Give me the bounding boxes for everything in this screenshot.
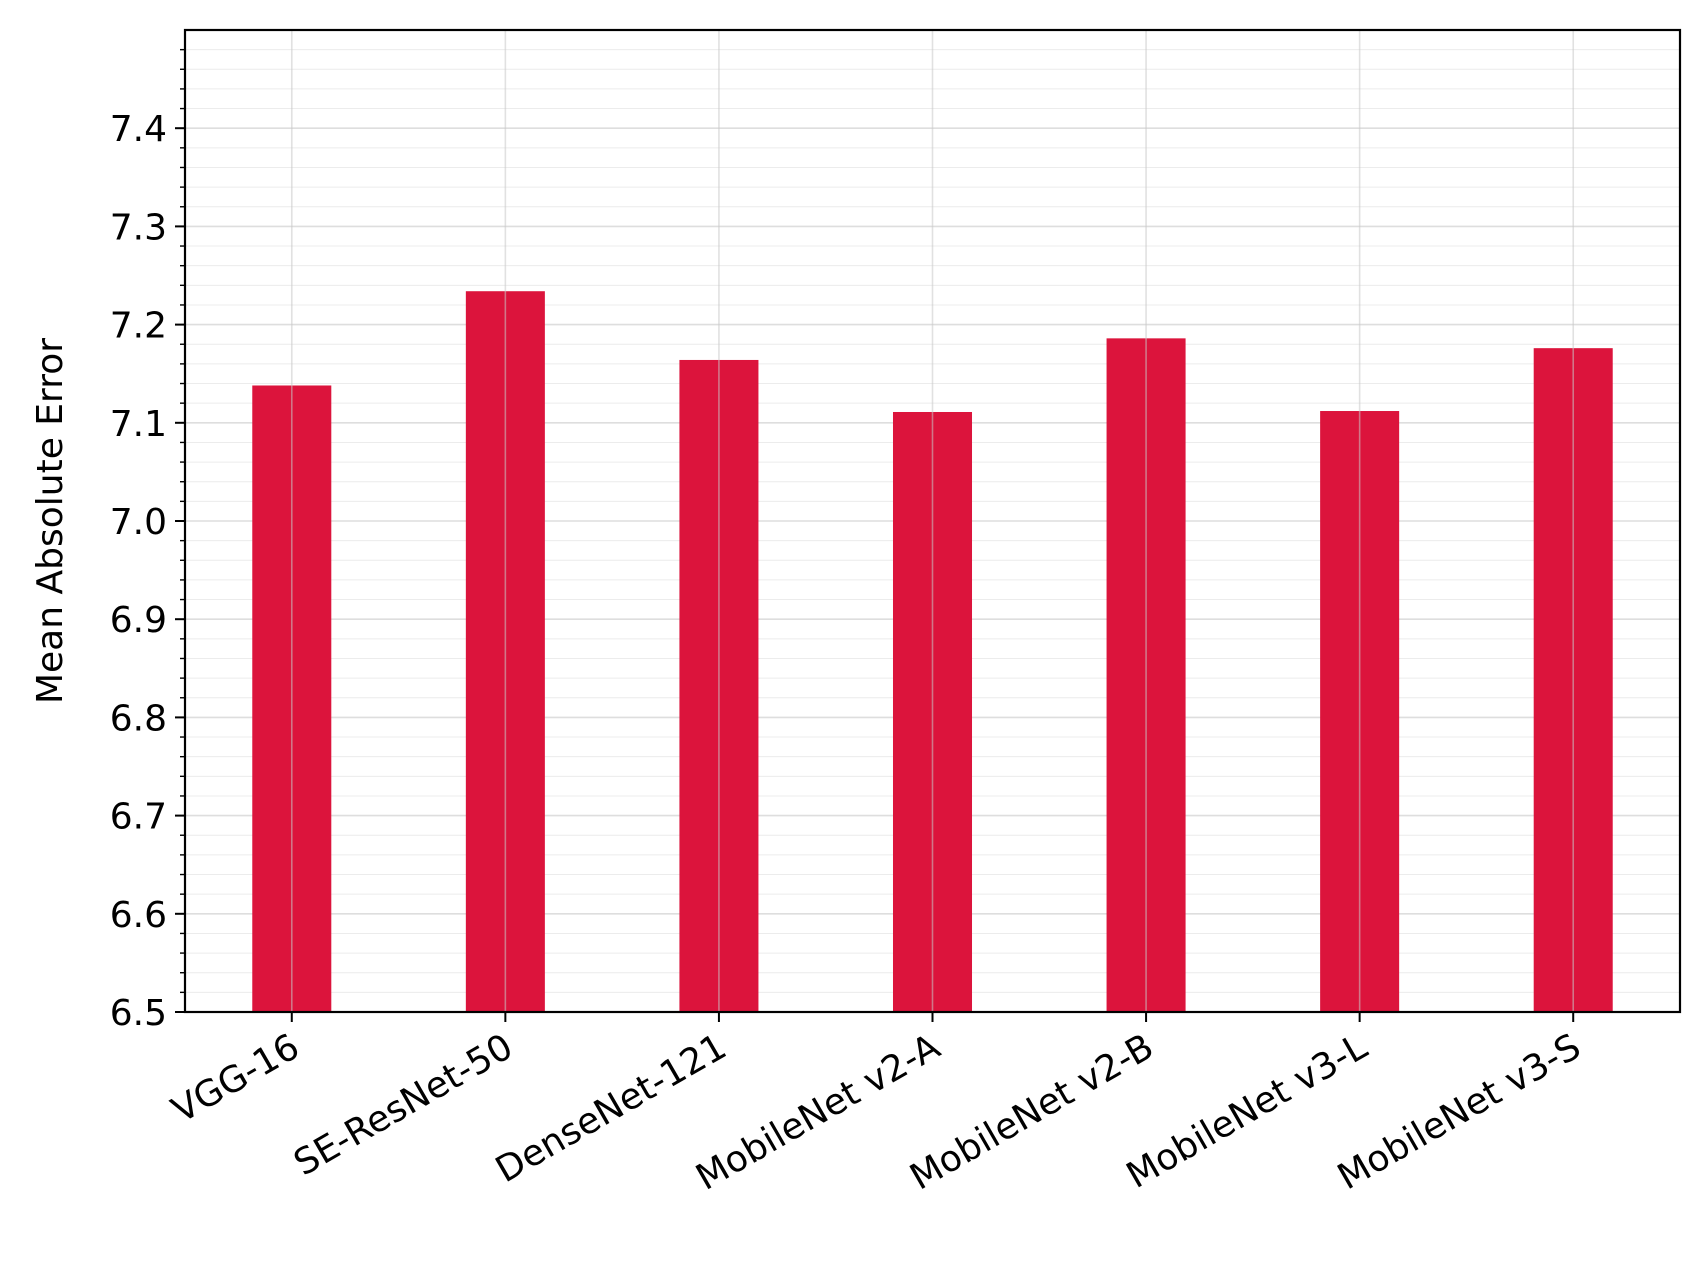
y-axis-label: Mean Absolute Error xyxy=(30,338,71,704)
y-axis-ticks: 6.5 6.6 6.7 6.8 6.9 7.0 7.1 7.2 7.3 7.4 xyxy=(110,48,185,1034)
y-tick-label: 7.0 xyxy=(110,502,167,543)
y-tick-label: 6.9 xyxy=(110,600,167,641)
y-tick-label: 6.8 xyxy=(110,698,167,739)
y-tick-label: 6.6 xyxy=(110,895,167,936)
vertical-grid xyxy=(290,30,1575,1012)
y-tick-label: 7.1 xyxy=(110,404,167,445)
y-tick-label: 6.5 xyxy=(110,993,167,1034)
y-tick-label: 7.3 xyxy=(110,207,167,248)
y-tick-label: 7.4 xyxy=(110,109,167,150)
y-tick-label: 7.2 xyxy=(110,306,167,347)
y-tick-label: 6.7 xyxy=(110,797,167,838)
